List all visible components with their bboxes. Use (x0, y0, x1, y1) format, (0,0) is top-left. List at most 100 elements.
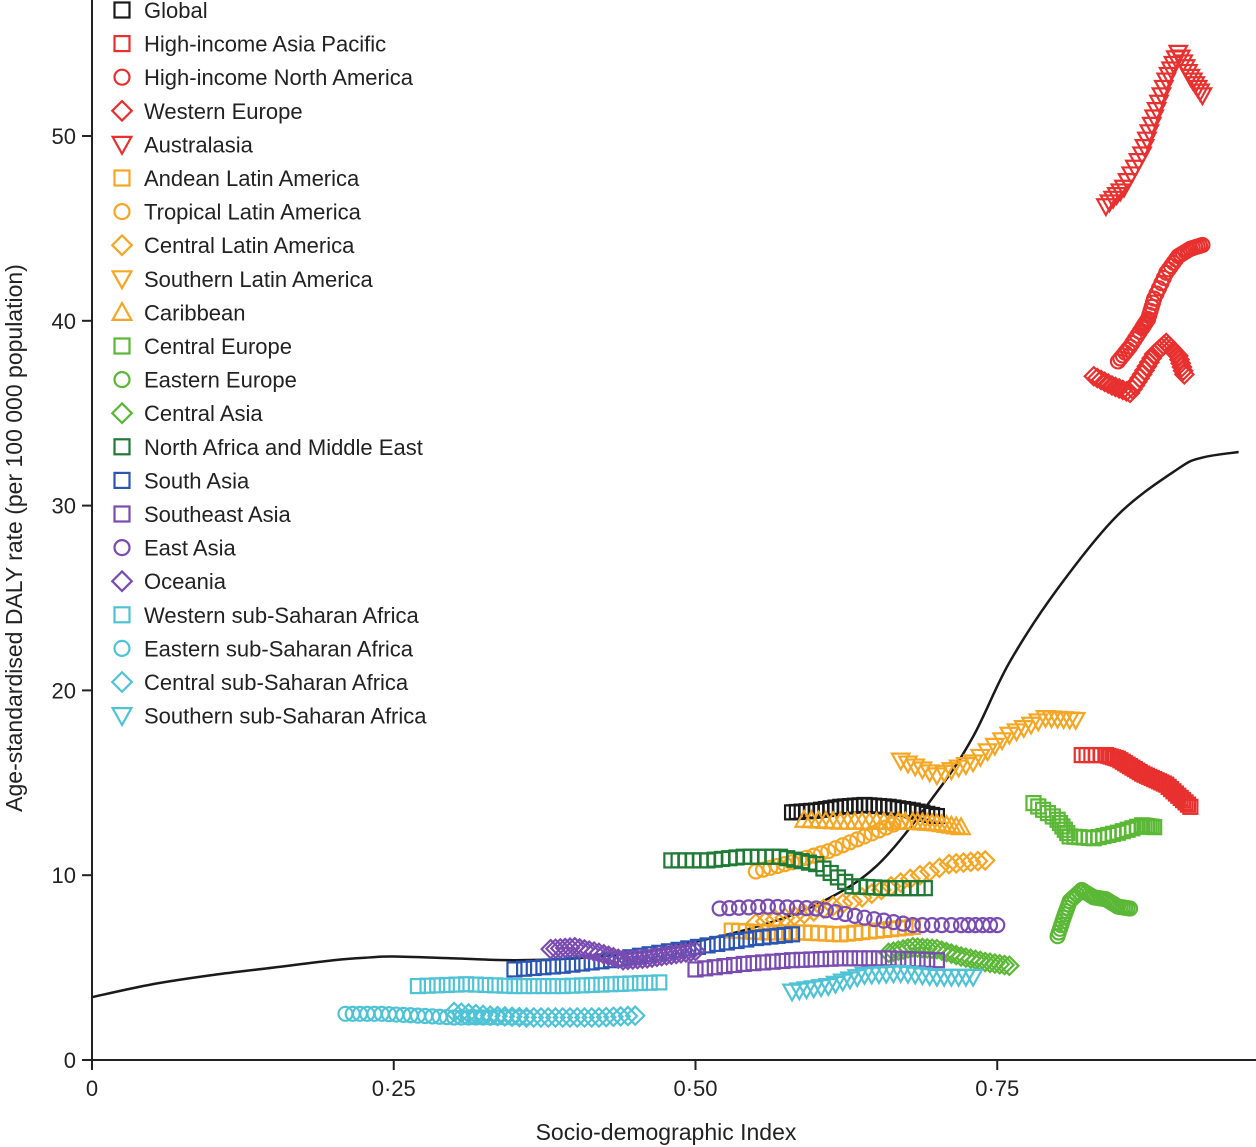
data-point (593, 976, 610, 993)
data-point (581, 1006, 603, 1029)
data-point (544, 958, 562, 975)
data-point (508, 1006, 530, 1028)
data-point (783, 804, 801, 821)
data-point (764, 953, 781, 970)
series-15 (687, 950, 946, 978)
legend-marker (113, 1, 131, 19)
data-point (837, 905, 854, 923)
legend-label: North Africa and Middle East (144, 435, 423, 460)
data-point (909, 864, 931, 886)
data-point (762, 859, 779, 876)
data-point (950, 816, 972, 836)
legend-item: North Africa and Middle East (113, 435, 423, 460)
data-point (1106, 187, 1128, 207)
data-point (1145, 102, 1168, 122)
data-point (564, 956, 581, 973)
series-9 (793, 808, 972, 836)
data-point (564, 977, 581, 994)
legend-label: Central Latin America (144, 233, 355, 258)
data-point (1078, 746, 1095, 764)
data-point (779, 899, 796, 916)
data-point (651, 974, 668, 991)
data-point (494, 1005, 516, 1028)
data-point (728, 932, 745, 950)
data-point (991, 732, 1013, 752)
data-point (641, 974, 658, 991)
series-2 (1109, 236, 1211, 370)
y-axis-title: Age-standardised DALY rate (per 100 000 … (1, 264, 27, 812)
data-point (851, 797, 868, 814)
data-point (554, 957, 571, 974)
data-point (861, 950, 878, 967)
data-point (1065, 711, 1087, 731)
data-point (875, 912, 892, 929)
data-point (566, 1006, 588, 1029)
legend-item: Eastern sub-Saharan Africa (113, 636, 414, 661)
data-point (856, 796, 873, 814)
data-point (1083, 746, 1100, 764)
data-point (680, 941, 702, 963)
data-point (974, 849, 996, 872)
legend-label: Andean Latin America (144, 166, 360, 191)
legend-marker (110, 706, 134, 728)
data-point (885, 914, 902, 931)
legend-marker (113, 371, 131, 389)
series-20 (443, 1001, 646, 1029)
data-point (904, 916, 921, 934)
legend: Global High-income Asia Pacific High-incom… (110, 0, 427, 729)
data-point (1095, 198, 1117, 218)
legend-item: Southeast Asia (113, 502, 292, 527)
series-18 (409, 974, 668, 995)
legend-label: Western Europe (144, 99, 303, 124)
legend-marker (113, 337, 131, 355)
data-point (1141, 116, 1163, 136)
data-point (916, 937, 938, 960)
data-point (486, 1005, 509, 1027)
data-point (1076, 829, 1093, 846)
data-point (496, 977, 513, 994)
data-point (933, 916, 950, 934)
data-point (803, 951, 820, 968)
legend-label: Southern Latin America (144, 267, 373, 292)
data-point (487, 977, 504, 994)
data-point (769, 898, 786, 916)
data-point (1143, 109, 1165, 129)
axis-ticks: 0 0·25 0·50 0·75 0 10 20 30 40 50 (52, 124, 1020, 1101)
data-point (754, 954, 772, 971)
data-point (506, 977, 523, 995)
data-point (841, 834, 859, 851)
data-point (1148, 94, 1170, 114)
data-point (919, 860, 941, 883)
data-point (622, 975, 639, 992)
legend-marker (113, 639, 131, 658)
data-point (552, 1006, 574, 1029)
data-point (1136, 131, 1158, 151)
data-point (863, 825, 880, 842)
data-point (745, 955, 762, 972)
data-point (880, 950, 897, 967)
data-point (525, 959, 542, 977)
data-point (909, 951, 926, 968)
legend-marker (110, 99, 134, 123)
data-point (1191, 87, 1214, 107)
data-point (750, 898, 767, 916)
legend-marker (110, 135, 134, 157)
data-point (984, 737, 1006, 757)
legend-item: Global (113, 0, 208, 23)
data-point (1080, 829, 1098, 846)
data-point (827, 840, 844, 857)
data-point (962, 968, 984, 988)
data-point (443, 1001, 465, 1023)
data-point (631, 975, 649, 992)
series-17 (540, 936, 707, 971)
data-point (457, 1002, 480, 1025)
legend-marker (113, 538, 131, 557)
data-point (573, 977, 591, 994)
legend-label: Western sub-Saharan Africa (144, 603, 419, 628)
legend-label: Central Europe (144, 334, 292, 359)
legend-item: Australasia (110, 132, 254, 157)
data-point (595, 1006, 617, 1028)
data-point (525, 977, 542, 995)
data-point (1150, 87, 1173, 107)
data-point (1098, 194, 1121, 214)
